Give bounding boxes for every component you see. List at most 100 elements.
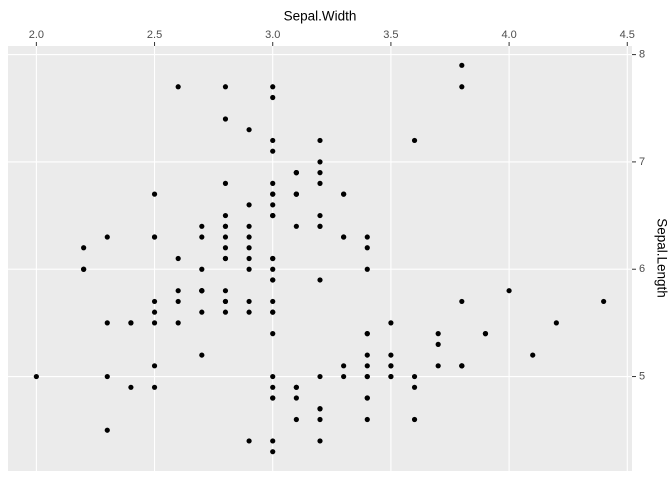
- point: [246, 223, 252, 229]
- point: [222, 223, 229, 229]
- point: [364, 395, 370, 401]
- point: [293, 384, 299, 390]
- point: [199, 234, 205, 240]
- point: [435, 341, 441, 347]
- point: [175, 84, 181, 90]
- point: [151, 384, 158, 390]
- point: [222, 234, 229, 240]
- point: [317, 406, 323, 412]
- point: [270, 137, 276, 144]
- point: [270, 298, 276, 305]
- y-tick-label: 6: [639, 263, 645, 275]
- point: [388, 352, 394, 358]
- point: [270, 384, 276, 390]
- point: [317, 170, 323, 176]
- point: [293, 416, 299, 423]
- point: [222, 84, 229, 90]
- point: [222, 116, 229, 122]
- point: [482, 331, 489, 337]
- point: [341, 363, 347, 369]
- point: [317, 277, 323, 283]
- point: [506, 288, 512, 294]
- x-tick-label: 2.0: [29, 29, 44, 41]
- point: [388, 320, 394, 326]
- point: [222, 180, 229, 186]
- point: [246, 202, 252, 208]
- point: [151, 234, 158, 240]
- point: [364, 245, 370, 251]
- point: [293, 395, 299, 401]
- point: [246, 127, 252, 133]
- point: [199, 309, 205, 315]
- point: [317, 180, 323, 186]
- point: [270, 309, 276, 315]
- point: [364, 373, 370, 380]
- point: [246, 255, 252, 262]
- point: [317, 137, 323, 144]
- x-tick-label: 3.5: [383, 29, 398, 41]
- point: [317, 223, 323, 229]
- point: [175, 298, 181, 305]
- point: [270, 373, 276, 380]
- point: [364, 331, 370, 337]
- point: [222, 288, 229, 294]
- point: [151, 309, 158, 315]
- point: [151, 298, 158, 305]
- point: [270, 395, 276, 401]
- point: [459, 298, 465, 305]
- point: [530, 352, 536, 358]
- point: [128, 320, 134, 326]
- point: [317, 159, 323, 165]
- point: [104, 373, 110, 380]
- point: [81, 266, 87, 272]
- point: [199, 223, 205, 229]
- point: [246, 309, 252, 315]
- point: [317, 373, 323, 380]
- point: [341, 234, 347, 240]
- point: [601, 298, 607, 305]
- point: [317, 212, 323, 219]
- point: [175, 255, 181, 262]
- point: [270, 438, 276, 444]
- point: [151, 320, 158, 326]
- point: [270, 255, 276, 262]
- point: [104, 427, 110, 433]
- point: [364, 266, 370, 272]
- point: [222, 212, 229, 219]
- point: [553, 320, 559, 326]
- point: [364, 363, 370, 369]
- point: [293, 223, 299, 229]
- point: [435, 363, 441, 369]
- points: [33, 62, 607, 455]
- point: [199, 266, 205, 272]
- point: [222, 298, 229, 305]
- point: [364, 416, 370, 423]
- point: [270, 266, 276, 272]
- y-tick-label: 7: [639, 156, 645, 168]
- point: [81, 245, 87, 251]
- point: [411, 416, 418, 423]
- point: [222, 245, 229, 251]
- point: [411, 137, 418, 144]
- point: [435, 331, 441, 337]
- point: [270, 191, 276, 197]
- point: [293, 191, 299, 197]
- point: [199, 352, 205, 358]
- point: [270, 277, 276, 283]
- point: [151, 363, 158, 369]
- point: [33, 373, 39, 380]
- point: [341, 191, 347, 197]
- point: [246, 298, 252, 305]
- point: [175, 288, 181, 294]
- point: [364, 234, 370, 240]
- point: [341, 373, 347, 380]
- point: [293, 170, 299, 176]
- y-tick-label: 5: [639, 370, 645, 382]
- point: [270, 180, 276, 186]
- y-axis-title: Sepal.Length: [654, 218, 669, 298]
- x-axis-title: Sepal.Width: [284, 9, 357, 24]
- point: [151, 191, 158, 197]
- point: [270, 84, 276, 90]
- point: [222, 255, 229, 262]
